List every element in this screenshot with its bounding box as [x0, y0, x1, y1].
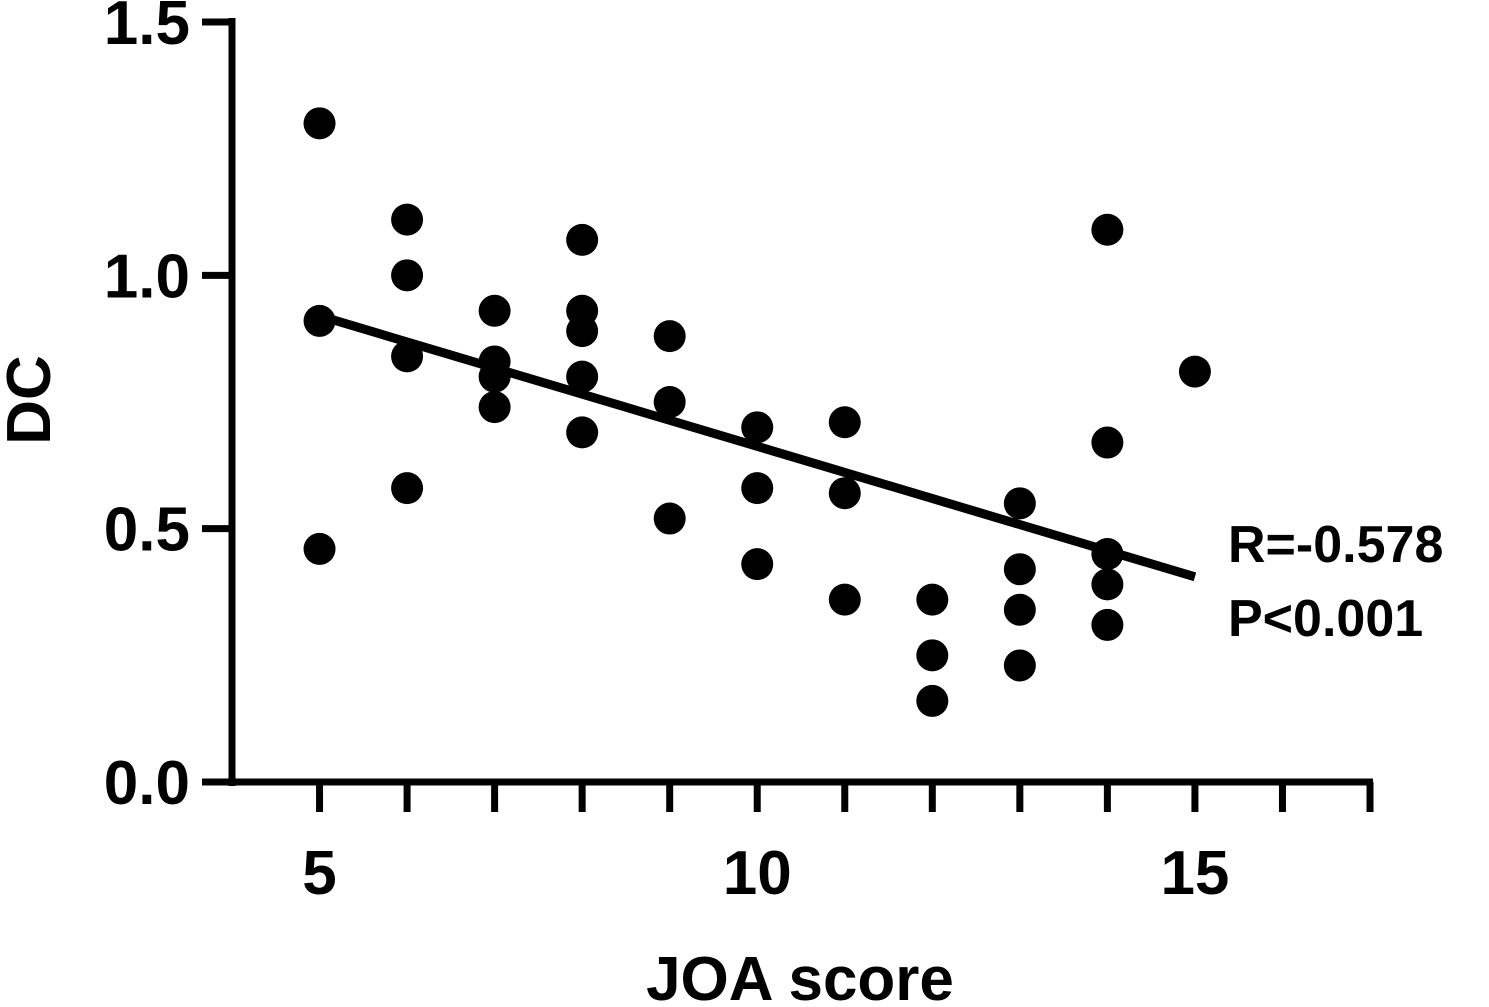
data-point: [1091, 568, 1124, 601]
y-axis-label: DC: [0, 355, 64, 445]
data-point: [478, 360, 511, 393]
data-point: [1003, 649, 1036, 682]
y-tick-label: 1.0: [104, 242, 190, 311]
data-point: [303, 304, 336, 337]
data-point: [1091, 213, 1124, 246]
data-point: [478, 294, 511, 327]
data-point: [391, 472, 424, 505]
ticks: 0.0 0.5 1.0 1.5 5 10 15: [104, 0, 1374, 908]
x-tick-label: 15: [1160, 839, 1229, 908]
data-points: [303, 107, 1211, 717]
data-point: [478, 391, 511, 424]
data-point: [653, 320, 686, 353]
r-annotation: R=-0.578: [1228, 516, 1443, 574]
data-point: [916, 639, 949, 672]
data-point: [653, 502, 686, 535]
data-point: [391, 259, 424, 292]
data-point: [1091, 608, 1124, 641]
y-tick-label: 0.5: [104, 496, 190, 565]
p-annotation: P<0.001: [1228, 590, 1423, 648]
regression-line: [318, 311, 1197, 582]
data-point: [1003, 487, 1036, 520]
data-point: [828, 583, 861, 616]
y-tick-label: 1.5: [104, 0, 190, 58]
data-point: [916, 684, 949, 717]
data-point: [828, 477, 861, 510]
data-point: [566, 223, 599, 256]
data-point: [741, 472, 774, 505]
data-point: [741, 411, 774, 444]
data-point: [391, 203, 424, 236]
x-axis-label: JOA score: [646, 945, 954, 1002]
data-point: [1178, 355, 1211, 388]
data-point: [1003, 553, 1036, 586]
data-point: [391, 340, 424, 373]
x-tick-label: 5: [302, 839, 336, 908]
data-point: [303, 107, 336, 140]
y-tick-label: 0.0: [104, 749, 190, 818]
data-point: [566, 315, 599, 348]
data-point: [916, 583, 949, 616]
data-point: [1003, 593, 1036, 626]
data-point: [1091, 426, 1124, 459]
data-point: [1091, 538, 1124, 570]
data-point: [653, 386, 686, 418]
axes: [228, 18, 1373, 786]
x-tick-label: 10: [723, 839, 792, 908]
data-point: [741, 548, 774, 581]
data-point: [303, 532, 336, 565]
data-point: [566, 416, 599, 449]
data-point: [566, 360, 599, 393]
data-point: [828, 406, 861, 439]
